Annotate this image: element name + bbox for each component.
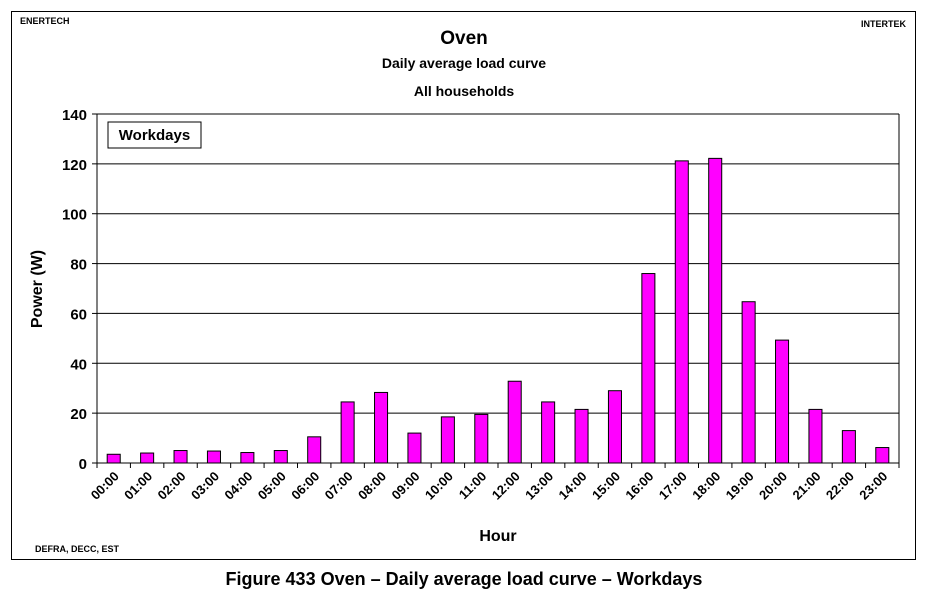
chart-frame (11, 11, 916, 560)
bar-0800 (374, 391, 389, 464)
x-tick-label: 13:00 (522, 469, 556, 503)
bar-0600 (307, 436, 322, 464)
x-tick-label: 22:00 (823, 469, 857, 503)
y-tick-label: 20 (70, 406, 87, 423)
x-tick-label: 05:00 (255, 469, 289, 503)
bar-0300 (206, 450, 221, 464)
bar-0400 (240, 452, 255, 464)
gridlines (97, 113, 899, 414)
x-tick-label: 09:00 (388, 469, 422, 503)
y-tick-label: 140 (62, 107, 87, 124)
x-tick-label: 01:00 (121, 469, 155, 503)
x-tick-label: 10:00 (422, 469, 456, 503)
y-tick-label: 100 (62, 207, 87, 224)
chart-subtitle: Daily average load curve (381, 55, 547, 71)
x-tick-label: 16:00 (622, 469, 656, 503)
y-tick-label: 120 (62, 157, 87, 174)
legend-label: Workdays (119, 127, 190, 144)
source-label-left: ENERTECH (20, 16, 70, 26)
bar-0100 (140, 452, 155, 464)
source-label-right: INTERTEK (861, 19, 906, 29)
bar-1400 (574, 408, 589, 464)
x-tick-label: 07:00 (322, 469, 356, 503)
source-label-bottom: DEFRA, DECC, EST (35, 544, 120, 554)
bar-0700 (340, 401, 355, 464)
figure-caption: Figure 433 Oven – Daily average load cur… (225, 569, 703, 589)
y-tick-label: 0 (79, 456, 87, 473)
x-tick-label: 20:00 (756, 469, 790, 503)
x-tick-label: 17:00 (656, 469, 690, 503)
y-tick-label: 40 (70, 356, 87, 373)
bar-2100 (808, 408, 823, 464)
chart-subtitle-2: All households (413, 83, 515, 99)
x-tick-label: 21:00 (789, 469, 823, 503)
x-tick-label: 19:00 (723, 469, 757, 503)
x-tick-label: 18:00 (689, 469, 723, 503)
bar-0000 (106, 453, 121, 464)
x-tick-label: 11:00 (456, 469, 490, 503)
x-tick-label: 02:00 (155, 469, 189, 503)
x-tick-label: 15:00 (589, 469, 623, 503)
y-tick-label: 80 (70, 257, 87, 274)
bar-1200 (507, 380, 522, 464)
bar-1500 (607, 390, 622, 464)
x-tick-label: 03:00 (188, 469, 222, 503)
bar-0500 (273, 450, 288, 464)
bars (106, 157, 890, 464)
x-tick-label: 00:00 (88, 469, 122, 503)
bar-1900 (741, 301, 756, 464)
y-axis-label: Power (W) (29, 250, 46, 328)
legend-box (107, 121, 202, 149)
x-tick-label: 06:00 (288, 469, 322, 503)
bar-2200 (841, 430, 856, 464)
legend: Workdays (107, 121, 202, 149)
bar-1600 (641, 273, 656, 464)
x-tick-label: 04:00 (221, 469, 255, 503)
x-tick-label: 14:00 (556, 469, 590, 503)
bar-1800 (708, 157, 723, 464)
x-axis-label: Hour (479, 528, 516, 545)
x-tick-label: 23:00 (856, 469, 890, 503)
bar-1700 (674, 160, 689, 464)
bar-1300 (541, 401, 556, 464)
bar-2000 (775, 339, 790, 464)
x-tick-label: 12:00 (489, 469, 523, 503)
bar-0200 (173, 450, 188, 464)
bar-chart: 0 20 40 60 80 100 120 140 00:00 01:00 02:00 03:00 04… (29, 107, 900, 545)
bar-2300 (875, 447, 890, 464)
bar-0900 (407, 432, 422, 464)
y-tick-label: 60 (70, 306, 87, 323)
bar-1100 (474, 413, 489, 464)
chart-title: Oven (440, 28, 488, 49)
bar-1000 (440, 416, 455, 464)
x-tick-label: 08:00 (355, 469, 389, 503)
